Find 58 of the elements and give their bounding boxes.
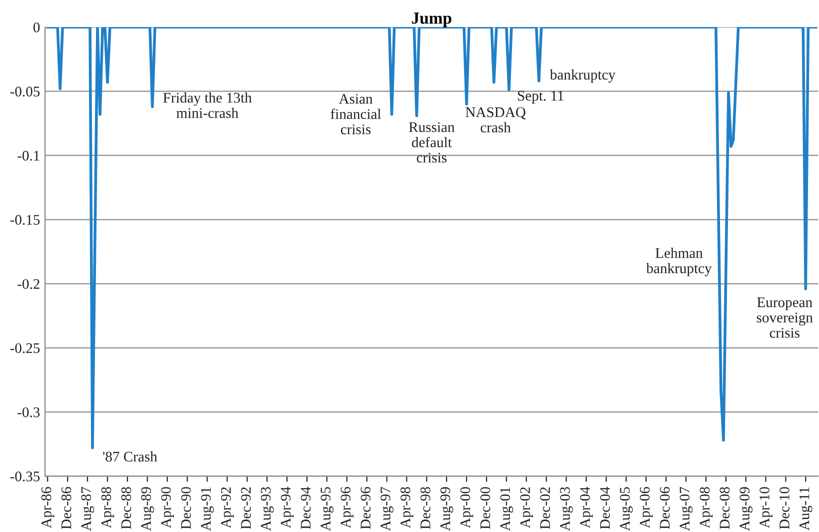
x-tick-label: Apr-02 — [520, 487, 533, 528]
x-tick-label: Apr-10 — [760, 487, 772, 528]
x-tick-label: Aug-01 — [500, 487, 514, 531]
x-tick-label: Dec-98 — [420, 487, 430, 530]
x-tick-label: Apr-04 — [580, 486, 593, 528]
x-tick-label: Apr-98 — [400, 487, 414, 528]
x-tick-label: Apr-86 — [41, 486, 54, 528]
y-tick-label: -0.3 — [18, 407, 40, 418]
x-tick-label: Aug-91 — [200, 487, 214, 531]
x-tick-label: Aug-11 — [799, 487, 812, 530]
x-tick-label: Dec-08 — [720, 487, 730, 530]
x-tick-label: Dec-86 — [61, 486, 72, 530]
x-tick-label: Aug-07 — [680, 486, 693, 531]
x-tick-label: Dec-88 — [121, 487, 132, 530]
x-tick-label: Aug-87 — [81, 486, 94, 531]
y-tick-label: -0.05 — [10, 86, 40, 97]
y-tick-label: -0.1 — [18, 150, 40, 161]
x-tick-label: Apr-94 — [280, 486, 294, 528]
x-tick-label: Aug-03 — [560, 487, 573, 531]
x-tick-label: Apr-08 — [700, 487, 713, 528]
x-tick-label: Dec-04 — [600, 486, 610, 530]
chart-title: Jump — [412, 12, 452, 28]
y-tick-label: -0.25 — [10, 343, 40, 354]
x-tick-label: Apr-90 — [161, 487, 174, 528]
x-tick-label: Apr-96 — [340, 486, 354, 528]
annotation: European sovereign crisis — [756, 298, 813, 338]
annotation: '87 Crash — [103, 451, 158, 462]
x-tick-label: Aug-05 — [620, 487, 633, 531]
x-tick-label: Apr-00 — [460, 487, 474, 528]
x-tick-label: Dec-10 — [780, 487, 790, 530]
x-tick-label: Apr-88 — [101, 487, 114, 528]
line-series — [46, 27, 818, 450]
x-tick-label: Dec-92 — [241, 487, 251, 530]
x-tick-label: Apr-06 — [640, 486, 653, 528]
annotation: Asian financial crisis — [330, 94, 381, 134]
x-tick-label: Dec-00 — [480, 487, 490, 530]
y-tick-label: 0 — [33, 22, 40, 32]
y-tick-label: -0.15 — [10, 214, 40, 225]
x-tick-label: Aug-93 — [260, 487, 274, 531]
annotation: Sept. 11 — [518, 90, 564, 104]
annotation: Friday the 13th mini-crash — [163, 92, 252, 118]
x-tick-label: Aug-09 — [740, 487, 752, 531]
x-tick-label: Aug-95 — [320, 487, 334, 531]
x-tick-label: Dec-94 — [300, 486, 311, 530]
x-tick-label: Dec-02 — [540, 487, 550, 530]
x-tick-label: Dec-96 — [360, 486, 370, 530]
annotation: bankruptcy — [550, 69, 616, 83]
y-tick-label: -0.35 — [10, 472, 40, 482]
x-tick-label: Dec-90 — [181, 487, 191, 530]
x-tick-label: Apr-92 — [221, 487, 234, 528]
y-tick-label: -0.2 — [18, 279, 40, 289]
x-tick-label: Aug-99 — [440, 487, 454, 531]
annotation: NASDAQ crash — [466, 107, 526, 132]
x-tick-label: Dec-06 — [660, 486, 670, 530]
annotation: Russian default crisis — [408, 122, 455, 163]
annotation: Lehman bankruptcy — [646, 248, 712, 276]
x-tick-label: Aug-97 — [380, 486, 394, 531]
x-tick-label: Aug-89 — [141, 487, 154, 531]
